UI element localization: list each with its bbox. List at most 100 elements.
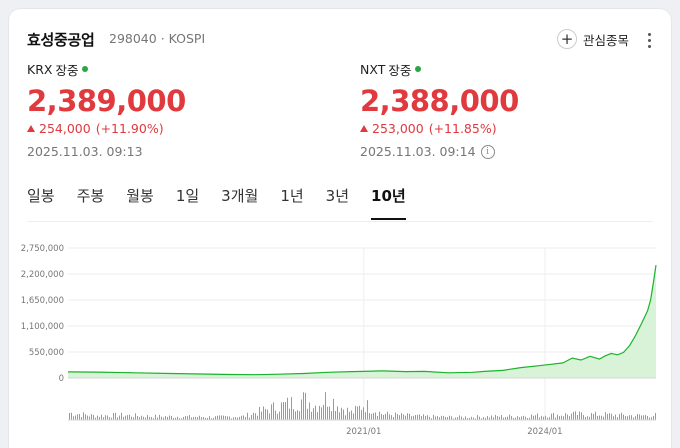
volume-bar: [563, 416, 564, 420]
volume-bar: [517, 416, 518, 420]
volume-bar: [155, 414, 156, 420]
volume-bar: [641, 415, 642, 420]
nxt-market-state: 장중: [388, 62, 412, 78]
volume-bar: [189, 415, 190, 420]
krx-market-label: KRX 장중: [27, 61, 327, 78]
volume-bar: [591, 413, 592, 420]
info-icon[interactable]: i: [480, 144, 495, 159]
up-triangle-icon: [360, 125, 368, 132]
tab-weekly[interactable]: 주봉: [76, 187, 105, 205]
volume-bar: [557, 414, 558, 420]
volume-bar: [455, 417, 456, 420]
stock-name[interactable]: 효성중공업: [27, 31, 95, 49]
krx-timestamp: 2025.11.03. 09:13: [27, 144, 327, 159]
volume-bar: [581, 412, 582, 420]
tab-1-year[interactable]: 1년: [280, 187, 304, 205]
volume-bar: [111, 417, 112, 420]
volume-bar: [237, 417, 238, 420]
volume-bar: [601, 415, 602, 420]
volume-bar: [81, 417, 82, 420]
nxt-change-percent: (+11.85%): [428, 121, 497, 136]
volume-bar: [653, 415, 654, 420]
volume-bar: [401, 413, 402, 420]
nxt-quote: NXT 장중 2,388,000 253,000 (+11.85%) 2025.…: [360, 61, 660, 159]
y-tick-label: 2,200,000: [21, 270, 64, 280]
volume-bar: [257, 415, 258, 420]
volume-bar: [151, 416, 152, 420]
volume-bar: [463, 418, 464, 420]
price-chart-svg[interactable]: 2,750,000 2,200,000 1,650,000 1,100,000 550,…: [8, 222, 672, 440]
more-vertical-icon[interactable]: [643, 29, 655, 51]
volume-bar: [89, 416, 90, 420]
volume-bar: [539, 417, 540, 420]
volume-bar: [319, 405, 320, 420]
tab-daily[interactable]: 일봉: [27, 187, 55, 205]
volume-bar: [353, 413, 354, 420]
volume-bar: [439, 417, 440, 420]
volume-bar: [395, 412, 396, 420]
price-chart[interactable]: 2,750,000 2,200,000 1,650,000 1,100,000 550,…: [8, 222, 672, 440]
volume-bar: [405, 415, 406, 420]
x-tick-label: 2024/01: [527, 427, 562, 437]
volume-bar: [537, 413, 538, 420]
volume-bar: [301, 399, 302, 420]
volume-bar: [639, 414, 640, 420]
tab-monthly[interactable]: 월봉: [126, 187, 154, 205]
volume-bar: [361, 409, 362, 420]
volume-bar: [571, 413, 572, 420]
volume-bar: [253, 412, 254, 420]
volume-bar: [101, 414, 102, 420]
volume-bar: [343, 409, 344, 420]
tab-3-years[interactable]: 3년: [325, 187, 350, 205]
volume-bar: [511, 415, 512, 420]
volume-bar: [273, 402, 274, 420]
volume-bar: [209, 416, 210, 420]
volume-bar: [225, 415, 226, 420]
volume-bar: [493, 417, 494, 420]
volume-bar: [373, 413, 374, 420]
tab-1-day[interactable]: 1일: [175, 187, 200, 205]
add-watchlist-button[interactable]: + 관심종목: [556, 27, 629, 51]
volume-bar: [287, 397, 288, 420]
volume-bar: [187, 416, 188, 420]
volume-bar: [497, 416, 498, 420]
tab-10-years[interactable]: 10년: [371, 185, 406, 221]
tab-3-months[interactable]: 3개월: [221, 187, 259, 205]
live-dot-icon: [82, 66, 89, 72]
volume-bar: [107, 415, 108, 420]
volume-bar: [131, 416, 132, 420]
nxt-change-amount: 253,000: [372, 121, 424, 136]
add-watchlist-label: 관심종목: [582, 32, 629, 48]
volume-bar: [583, 414, 584, 420]
volume-bar: [199, 415, 200, 420]
volume-bar: [529, 417, 530, 420]
volume-bar: [425, 415, 426, 420]
volume-bar: [297, 410, 298, 420]
volume-bar: [75, 415, 76, 420]
volume-bar: [347, 407, 348, 420]
volume-bar: [471, 416, 472, 420]
volume-bar: [631, 415, 632, 420]
volume-bar: [457, 417, 458, 420]
volume-bar: [359, 405, 360, 420]
volume-bar: [573, 411, 574, 420]
nxt-market-label: NXT 장중: [360, 61, 660, 78]
volume-bar: [553, 412, 554, 420]
volume-bar: [579, 411, 580, 420]
volume-bar: [181, 418, 182, 420]
volume-bar: [589, 416, 590, 420]
volume-bar: [129, 414, 130, 420]
volume-bar: [259, 407, 260, 420]
krx-change: 254,000 (+11.90%): [27, 121, 327, 136]
volume-bar: [535, 415, 536, 420]
volume-bar: [185, 416, 186, 420]
volume-bar: [603, 416, 604, 420]
volume-bar: [251, 414, 252, 420]
plus-circle-icon: +: [556, 29, 577, 49]
volume-bar: [469, 417, 470, 420]
volume-bar: [489, 417, 490, 420]
volume-bar: [453, 418, 454, 420]
y-tick-label: 550,000: [29, 348, 64, 358]
volume-bar: [397, 414, 398, 420]
volume-bar: [139, 417, 140, 420]
